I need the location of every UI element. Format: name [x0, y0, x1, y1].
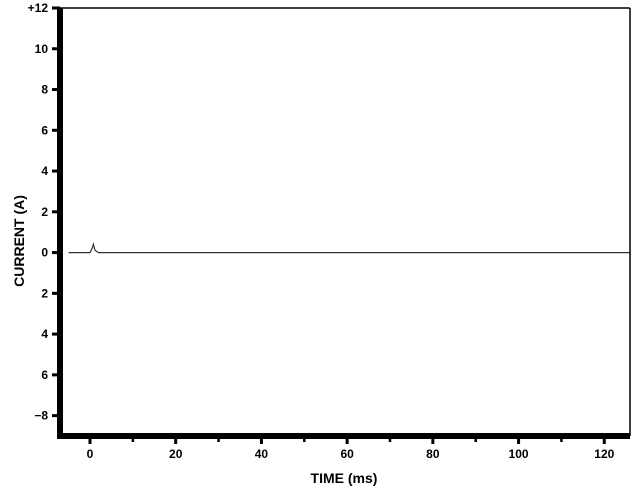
y-axis-title: CURRENT (A)	[11, 195, 27, 287]
x-tick-label-1: 20	[169, 447, 183, 461]
y-tick-label-8: 4	[41, 327, 48, 341]
y-tick-label-9: 6	[41, 368, 48, 382]
y-tick-label-4: 4	[41, 164, 48, 178]
x-tick-label-3: 60	[340, 447, 354, 461]
series-line-0	[68, 242, 630, 254]
axes-layer	[57, 7, 631, 439]
x-tick-label-0: 0	[87, 447, 94, 461]
x-axis-title: TIME (ms)	[311, 470, 378, 486]
x-tick-label-4: 80	[426, 447, 440, 461]
y-tick-label-0: +12	[28, 1, 49, 15]
series-layer	[68, 242, 630, 254]
y-tick-label-7: 2	[41, 286, 48, 300]
x-tick-label-2: 40	[255, 447, 269, 461]
y-tick-label-3: 6	[41, 123, 48, 137]
y-tick-label-2: 8	[41, 83, 48, 97]
y-tick-label-5: 2	[41, 205, 48, 219]
x-tick-label-5: 100	[509, 447, 529, 461]
x-tick-label-6: 120	[594, 447, 614, 461]
y-tick-label-6: 0	[41, 246, 48, 260]
y-tick-label-1: 10	[35, 42, 49, 56]
y-tick-label-10: −8	[34, 409, 48, 423]
